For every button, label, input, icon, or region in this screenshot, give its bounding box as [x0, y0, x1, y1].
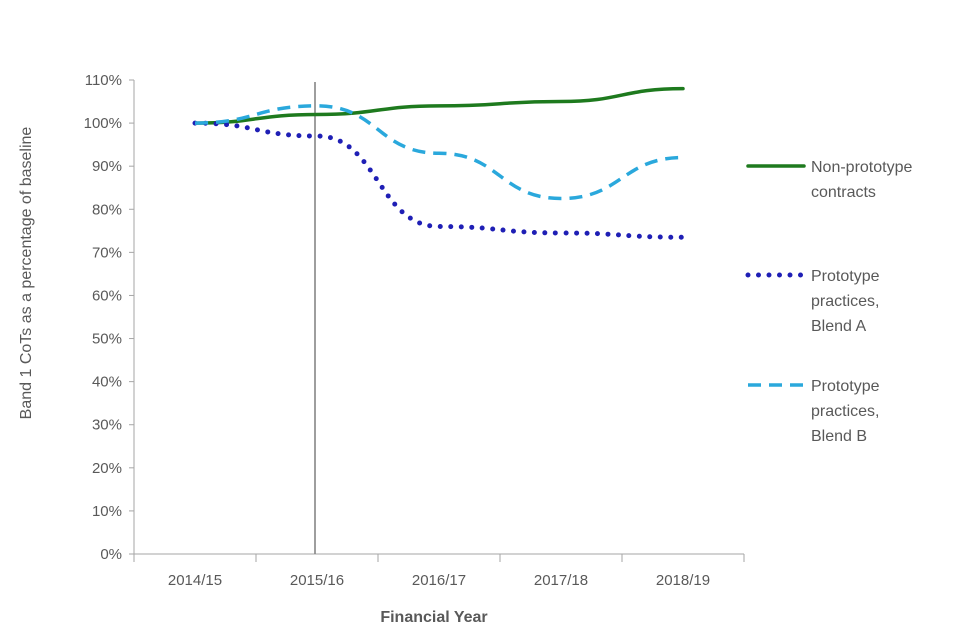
- legend-label-3: Prototype: [811, 378, 880, 395]
- series-line-1: [193, 86, 685, 125]
- x-tick-label: 2014/15: [168, 572, 222, 589]
- y-tick-label: 80%: [92, 201, 122, 218]
- legend-label-2: practices,: [811, 293, 879, 310]
- y-tick-label: 60%: [92, 287, 122, 304]
- x-tick-label: 2018/19: [656, 572, 710, 589]
- y-tick-label: 0%: [100, 546, 122, 563]
- legend-label-2: Blend A: [811, 318, 866, 335]
- series-line-2: [192, 120, 686, 240]
- series-group: [192, 86, 686, 240]
- y-tick-label: 100%: [84, 115, 122, 132]
- x-tick-label: 2015/16: [290, 572, 344, 589]
- legend-label-3: Blend B: [811, 428, 867, 445]
- x-axis-title: Financial Year: [380, 609, 487, 626]
- legend-label-3: practices,: [811, 403, 879, 420]
- y-axis-title: Band 1 CoTs as a percentage of baseline: [18, 127, 35, 420]
- y-tick-label: 90%: [92, 158, 122, 175]
- axes-group: 0% 10% 20% 30% 40% 50% 60% 70% 80% 90% 100% 110% 201…: [84, 72, 745, 589]
- y-tick-label: 50%: [92, 331, 122, 348]
- x-tick-label: 2016/17: [412, 572, 466, 589]
- legend-label-2: Prototype: [811, 268, 880, 285]
- y-tick-label: 30%: [92, 417, 122, 434]
- y-tick-label: 40%: [92, 374, 122, 391]
- series-line-3: [194, 104, 684, 201]
- legend-label-1: contracts: [811, 184, 876, 201]
- x-tick-label: 2017/18: [534, 572, 588, 589]
- y-tick-label: 20%: [92, 460, 122, 477]
- y-tick-label: 110%: [85, 72, 122, 89]
- y-tick-label: 10%: [92, 503, 122, 520]
- legend: Non-prototype contracts Prototype practices…: [745, 159, 912, 445]
- legend-label-1: Non-prototype: [811, 159, 912, 176]
- y-tick-label: 70%: [92, 244, 122, 261]
